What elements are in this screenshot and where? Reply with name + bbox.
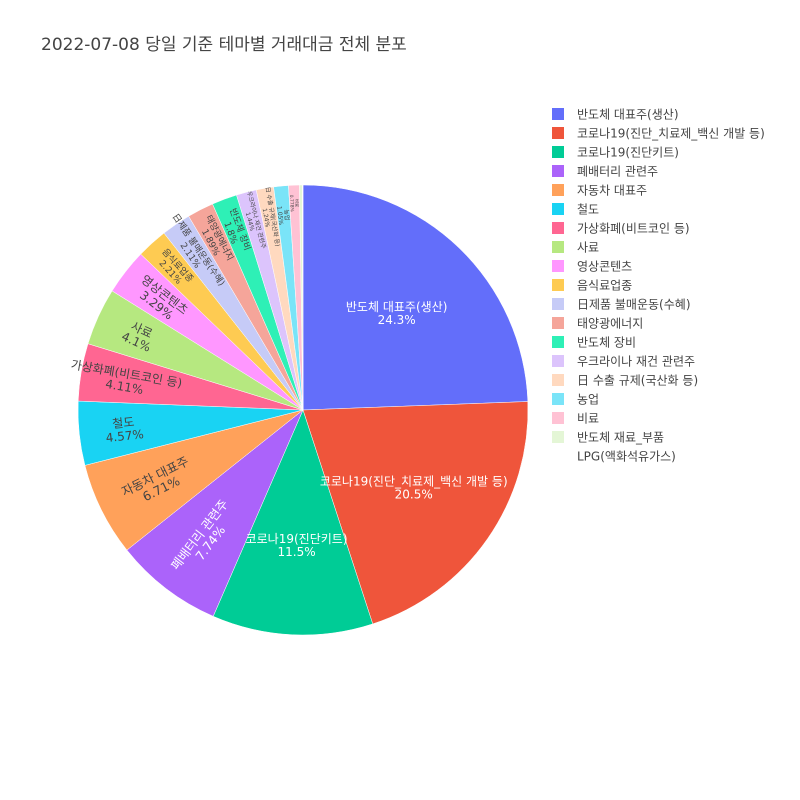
slice-label: 철도4.57%	[105, 415, 144, 445]
legend-item[interactable]: 코로나19(진단키트)	[552, 146, 679, 160]
legend-item[interactable]: 농업	[552, 393, 599, 407]
legend-item[interactable]: 코로나19(진단_치료제_백신 개발 등)	[552, 127, 765, 141]
slice-label: 코로나19(진단_치료제_백신 개발 등)20.5%	[320, 474, 508, 501]
legend-swatch	[552, 431, 564, 443]
slice-label-name: 비료	[293, 199, 300, 208]
pie-slice	[302, 401, 529, 625]
legend-swatch	[552, 146, 564, 158]
slice-label-percent: 0.778%	[288, 195, 295, 213]
legend-item[interactable]: 태양광에너지	[552, 317, 643, 331]
slice-label-percent: 1.44%	[244, 212, 256, 232]
slice-label: 비료0.778%	[288, 195, 300, 213]
legend-label: 日제품 불매운동(수혜)	[577, 298, 691, 312]
legend-label: 태양광에너지	[577, 317, 643, 331]
pie-slices	[77, 184, 529, 636]
legend-label: 음식료업종	[577, 279, 632, 293]
legend-label: 비료	[577, 412, 599, 426]
legend-swatch	[552, 222, 564, 234]
slice-label-percent: 1.24%	[261, 208, 271, 228]
pie-slice	[212, 409, 374, 636]
slice-label-name: 농업	[282, 209, 291, 221]
legend-label: 폐배터리 관련주	[577, 165, 658, 179]
legend-label: 반도체 장비	[577, 336, 636, 350]
legend-item[interactable]: 자동차 대표주	[552, 184, 647, 198]
legend-label: 사료	[577, 241, 599, 255]
legend-swatch	[552, 241, 564, 253]
legend-label: 日 수출 규제(국산화 등)	[577, 374, 698, 388]
legend: 반도체 대표주(생산) 코로나19(진단_치료제_백신 개발 등) 코로나19(진단…	[552, 108, 765, 464]
legend-swatch	[552, 184, 564, 196]
slice-label-name: 코로나19(진단키트)	[246, 532, 348, 546]
pie-slice	[302, 184, 529, 411]
legend-swatch	[552, 393, 564, 405]
legend-swatch	[552, 203, 564, 215]
legend-label: 농업	[577, 393, 599, 407]
slice-label-name: 철도	[112, 415, 135, 431]
legend-item[interactable]: 반도체 재료_부품	[552, 431, 664, 445]
legend-label: 영상콘텐츠	[577, 260, 632, 274]
legend-label: 우크라이나 재건 관련주	[577, 355, 695, 369]
legend-item[interactable]: 가상화폐(비트코인 등)	[552, 222, 690, 236]
legend-label: 코로나19(진단_치료제_백신 개발 등)	[577, 127, 765, 141]
legend-item[interactable]: 日제품 불매운동(수혜)	[552, 298, 691, 312]
legend-label: 자동차 대표주	[577, 184, 647, 198]
legend-swatch	[552, 355, 564, 367]
legend-label: 반도체 재료_부품	[577, 431, 664, 445]
legend-item[interactable]: 영상콘텐츠	[552, 260, 632, 274]
legend-swatch	[552, 317, 564, 329]
legend-swatch	[552, 260, 564, 272]
pie-slice	[126, 409, 304, 617]
legend-item[interactable]: 반도체 장비	[552, 336, 636, 350]
slice-label-percent: 20.5%	[395, 488, 433, 502]
chart-title: 2022-07-08 당일 기준 테마별 거래대금 전체 분포	[41, 35, 407, 55]
legend-item[interactable]: LPG(액화석유가스)	[552, 450, 676, 464]
slice-label-percent: 24.3%	[378, 313, 416, 327]
slice-label: 반도체 장비1.8%	[221, 207, 252, 252]
legend-item[interactable]: 음식료업종	[552, 279, 632, 293]
slice-label-name: 코로나19(진단_치료제_백신 개발 등)	[320, 474, 508, 488]
legend-item[interactable]: 우크라이나 재건 관련주	[552, 355, 695, 369]
slice-label-name: 반도체 대표주(생산)	[346, 300, 448, 314]
legend-label: 반도체 대표주(생산)	[577, 108, 679, 122]
legend-swatch	[552, 412, 564, 424]
legend-item[interactable]: 사료	[552, 241, 599, 255]
legend-swatch	[552, 336, 564, 348]
legend-swatch	[552, 108, 564, 120]
slice-label-percent: 4.11%	[104, 377, 144, 397]
legend-swatch	[552, 127, 564, 139]
legend-swatch	[552, 298, 564, 310]
slice-label-percent: 1.05%	[275, 206, 284, 226]
legend-item[interactable]: 반도체 대표주(생산)	[552, 108, 679, 122]
legend-item[interactable]: 日 수출 규제(국산화 등)	[552, 374, 698, 388]
slice-label: 코로나19(진단키트)11.5%	[246, 532, 348, 559]
legend-label: 가상화폐(비트코인 등)	[577, 222, 690, 236]
slice-label: 농업1.05%	[275, 206, 291, 226]
slice-label-percent: 4.57%	[105, 427, 144, 445]
legend-label: LPG(액화석유가스)	[577, 450, 676, 464]
legend-label: 코로나19(진단키트)	[577, 146, 679, 160]
legend-item[interactable]: 폐배터리 관련주	[552, 165, 658, 179]
legend-swatch	[552, 279, 564, 291]
legend-swatch	[552, 165, 564, 177]
legend-item[interactable]: 철도	[552, 203, 599, 217]
pie-slice	[302, 184, 304, 411]
legend-swatch	[552, 450, 564, 462]
slice-label-percent: 11.5%	[277, 545, 315, 559]
legend-item[interactable]: 비료	[552, 412, 599, 426]
slice-label: 반도체 대표주(생산)24.3%	[346, 300, 448, 327]
legend-swatch	[552, 374, 564, 386]
legend-label: 철도	[577, 203, 599, 217]
